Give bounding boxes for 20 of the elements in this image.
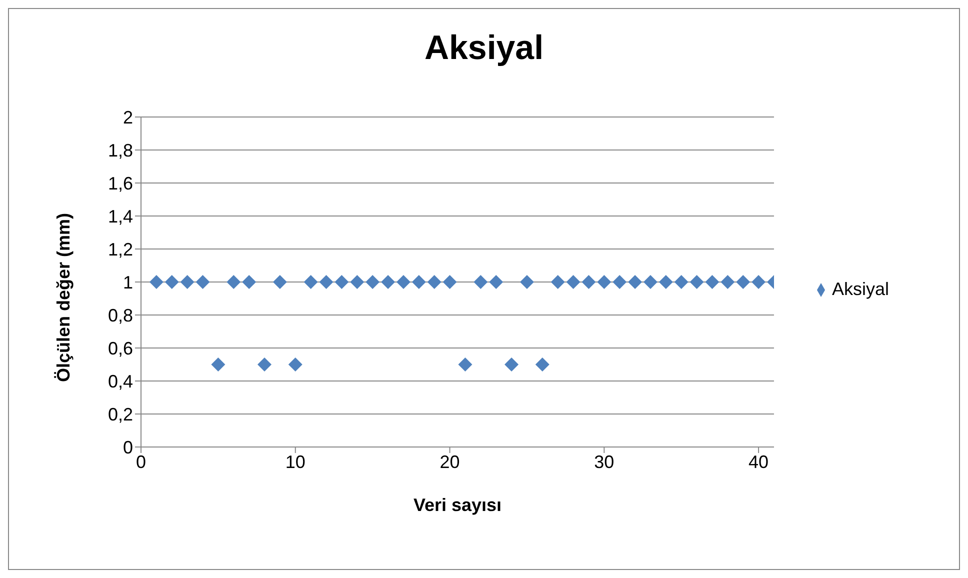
x-tick-label: 40 xyxy=(748,452,769,472)
y-tick-label: 1,6 xyxy=(108,173,133,194)
legend-label: Aksiyal xyxy=(832,278,889,298)
y-tick-label: 0,4 xyxy=(108,371,133,392)
x-tick-label: 30 xyxy=(594,452,614,472)
y-tick-label: 1 xyxy=(122,272,133,292)
x-axis-title: Veri sayısı xyxy=(413,495,502,515)
y-tick-label: 0 xyxy=(122,437,133,458)
y-tick-label: 0,8 xyxy=(108,305,133,326)
y-tick-label: 1,8 xyxy=(108,140,133,160)
y-tick-label: 1,2 xyxy=(108,239,133,260)
y-tick-label: 1,4 xyxy=(108,206,133,226)
x-tick-label: 20 xyxy=(440,452,460,472)
y-tick-label: 2 xyxy=(122,107,133,128)
x-tick-label: 0 xyxy=(136,452,146,472)
x-tick-label: 10 xyxy=(285,452,306,472)
y-axis-title: Ölçülen değer (mm) xyxy=(53,212,74,382)
chart-title: Aksiyal xyxy=(423,29,545,68)
y-tick-label: 0,2 xyxy=(108,404,133,424)
y-tick-label: 0,6 xyxy=(108,338,133,358)
